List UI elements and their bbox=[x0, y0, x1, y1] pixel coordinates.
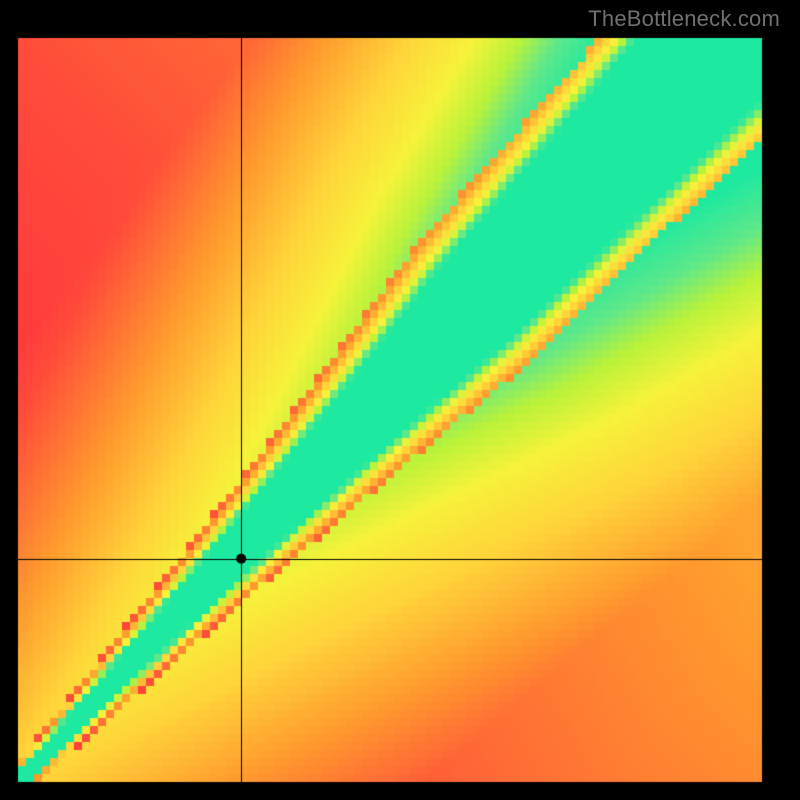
heatmap-canvas bbox=[0, 0, 800, 800]
watermark-text: TheBottleneck.com bbox=[588, 6, 780, 32]
chart-container: TheBottleneck.com bbox=[0, 0, 800, 800]
